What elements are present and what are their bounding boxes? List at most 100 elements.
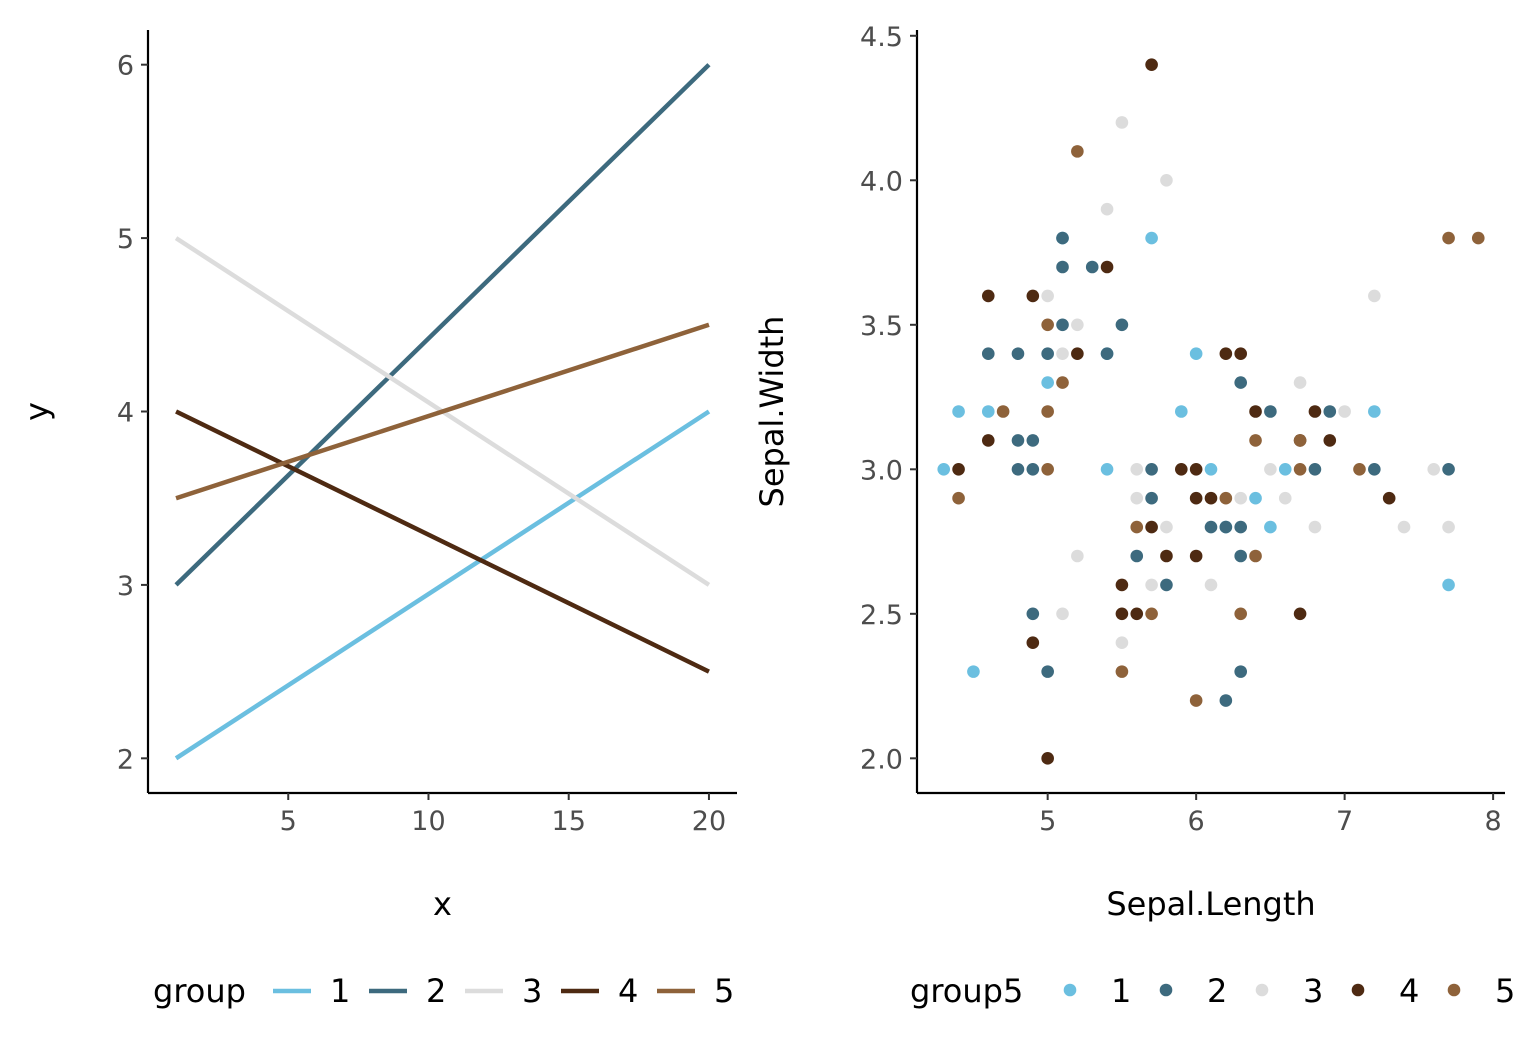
scatter-point-group-2 bbox=[1115, 318, 1129, 332]
scatter-point-group-1 bbox=[1442, 578, 1455, 592]
scatter-point-group-3 bbox=[1368, 289, 1381, 303]
scatter-point-group-3 bbox=[1041, 289, 1054, 303]
x-tick-label: 15 bbox=[552, 806, 586, 837]
scatter-point-group-5 bbox=[1071, 145, 1084, 158]
scatter-point-group-4 bbox=[1308, 405, 1322, 418]
scatter-point-group-2 bbox=[1085, 260, 1099, 274]
y-axis-title: y bbox=[18, 402, 56, 421]
scatter-point-group-3 bbox=[1308, 520, 1322, 534]
series-line-5 bbox=[175, 322, 710, 501]
y-tick-label: 6 bbox=[117, 51, 134, 82]
scatter-point-group-5 bbox=[1471, 231, 1485, 245]
scatter-point-group-3 bbox=[1293, 376, 1307, 389]
scatter-point-group-2 bbox=[1056, 318, 1069, 332]
scatter-point-group-5 bbox=[1056, 376, 1069, 389]
scatter-point-group-4 bbox=[1293, 607, 1307, 621]
x-tick-label: 7 bbox=[1336, 806, 1353, 837]
scatter-point-group-2 bbox=[1041, 665, 1054, 678]
scatter-point-group-1 bbox=[952, 405, 965, 418]
x-tick-label: 20 bbox=[692, 806, 726, 837]
scatter-point-group-4 bbox=[1145, 520, 1158, 534]
scatter-point-group-5 bbox=[1041, 463, 1054, 476]
legend-label: 2 bbox=[426, 972, 446, 1010]
scatter-point-group-2 bbox=[1145, 463, 1158, 476]
scatter-point-group-4 bbox=[1115, 607, 1129, 621]
scatter-point-group-4 bbox=[1323, 434, 1337, 447]
legend-key-point bbox=[1351, 983, 1365, 997]
scatter-point-group-3 bbox=[1234, 491, 1247, 505]
scatter-point-group-5 bbox=[952, 491, 965, 505]
scatter-point-group-3 bbox=[1338, 405, 1351, 418]
legend-title: group5 bbox=[910, 972, 1023, 1010]
scatter-point-group-5 bbox=[1130, 520, 1144, 534]
scatter-point-group-2 bbox=[1056, 231, 1069, 245]
scatter-point-group-2 bbox=[1026, 463, 1040, 476]
scatter-point-group-2 bbox=[1026, 434, 1040, 447]
scatter-point-group-3 bbox=[1160, 520, 1173, 534]
scatter-point-group-2 bbox=[1234, 665, 1247, 678]
scatter-point-group-2 bbox=[1442, 463, 1455, 476]
x-tick-label: 6 bbox=[1188, 806, 1205, 837]
scatter-point-group-4 bbox=[1189, 491, 1203, 505]
scatter-point-group-3 bbox=[1056, 607, 1069, 621]
scatter-point-group-5 bbox=[1293, 463, 1307, 476]
scatter-point-group-4 bbox=[1382, 491, 1396, 505]
legend-key-point bbox=[1255, 983, 1269, 997]
legend-label: 2 bbox=[1207, 972, 1227, 1010]
scatter-point-group-3 bbox=[1264, 463, 1277, 476]
scatter-point-group-3 bbox=[1130, 463, 1144, 476]
scatter-point-group-2 bbox=[1308, 463, 1322, 476]
scatter-point-group-2 bbox=[1011, 463, 1025, 476]
scatter-point-group-1 bbox=[1145, 231, 1158, 245]
scatter-point-group-4 bbox=[1219, 347, 1233, 360]
series-line-4 bbox=[175, 409, 710, 674]
legend-label: 1 bbox=[330, 972, 350, 1010]
scatter-point-group-3 bbox=[1204, 578, 1218, 592]
scatter-point-group-4 bbox=[952, 463, 965, 476]
scatter-point-group-2 bbox=[1011, 347, 1025, 360]
x-axis-title: x bbox=[433, 885, 452, 923]
scatter-point-group-2 bbox=[1219, 694, 1233, 707]
y-tick-label: 2.0 bbox=[860, 744, 903, 775]
scatter-chart-panel: 5 6 7 8 2.0 2.5 3.0 3.5 4.0 4.5 Sepal.Length Sepal.… bbox=[753, 22, 1515, 1010]
scatter-point-group-4 bbox=[1071, 347, 1084, 360]
scatter-point-group-1 bbox=[1100, 463, 1114, 476]
y-tick-label: 2.5 bbox=[860, 600, 903, 631]
scatter-point-group-5 bbox=[1115, 665, 1129, 678]
scatter-point-group-5 bbox=[1442, 231, 1455, 245]
legend-label: 1 bbox=[1111, 972, 1131, 1010]
legend-key-point bbox=[1063, 983, 1077, 997]
scatter-point-group-1 bbox=[1189, 347, 1203, 360]
legend-label: 3 bbox=[522, 972, 542, 1010]
scatter-point-group-2 bbox=[1100, 347, 1114, 360]
x-tick-label: 5 bbox=[280, 806, 297, 837]
line-chart-panel: 5 10 15 20 2 3 4 5 6 x y group 1 2 3 4 5 bbox=[18, 30, 737, 1010]
scatter-point-group-3 bbox=[1160, 173, 1173, 187]
scatter-point-group-5 bbox=[1041, 318, 1054, 332]
legend: group5 1 2 3 4 5 bbox=[910, 972, 1515, 1010]
scatter-point-group-2 bbox=[1264, 405, 1277, 418]
y-tick-label: 3.0 bbox=[860, 455, 903, 486]
scatter-point-group-1 bbox=[937, 463, 951, 476]
scatter-point-group-5 bbox=[996, 405, 1010, 418]
scatter-point-group-3 bbox=[1442, 520, 1455, 534]
y-tick-label: 3.5 bbox=[860, 311, 903, 342]
scatter-point-group-2 bbox=[1041, 347, 1054, 360]
scatter-point-group-4 bbox=[1204, 491, 1218, 505]
scatter-point-group-2 bbox=[1204, 520, 1218, 534]
scatter-point-group-1 bbox=[1264, 520, 1277, 534]
scatter-point-group-3 bbox=[1056, 347, 1069, 360]
scatter-point-group-2 bbox=[1219, 520, 1233, 534]
scatter-point-group-4 bbox=[1145, 58, 1158, 71]
scatter-point-group-1 bbox=[1175, 405, 1188, 418]
series-line-1 bbox=[174, 409, 711, 761]
y-tick-label: 4.5 bbox=[860, 22, 903, 53]
scatter-point-group-5 bbox=[1234, 607, 1247, 621]
y-tick-label: 5 bbox=[117, 224, 134, 255]
scatter-point-group-5 bbox=[1219, 491, 1233, 505]
scatter-point-group-1 bbox=[967, 665, 980, 678]
x-tick-label: 8 bbox=[1485, 806, 1502, 837]
scatter-point-group-2 bbox=[1234, 520, 1247, 534]
scatter-point-group-4 bbox=[1041, 752, 1054, 765]
